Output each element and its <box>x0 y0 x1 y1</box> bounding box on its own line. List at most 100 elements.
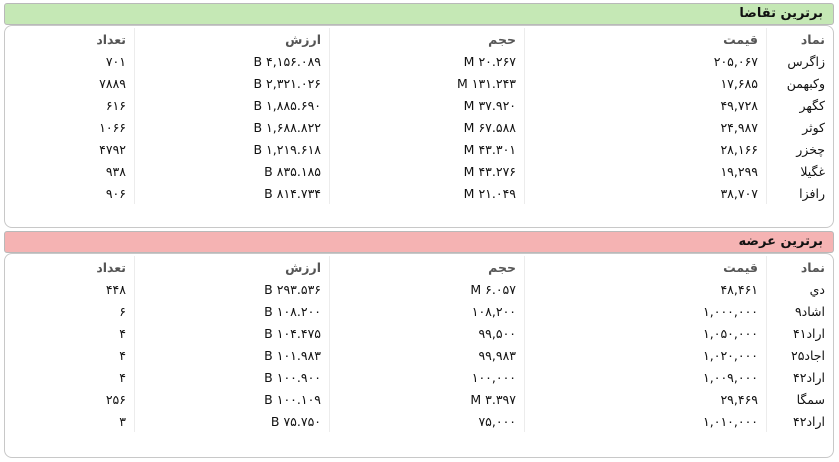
price-cell: ۴۸,۴۶۱ <box>524 278 767 300</box>
column-header-volume[interactable]: حجم <box>329 28 525 50</box>
price-cell: ۴۹,۷۲۸ <box>524 94 767 116</box>
top-demand-panel: نماد قيمت حجم ارزش تعداد زاگرس ۲۰۵,۰۶۷ ۲… <box>4 25 834 228</box>
value-cell: ۸۱۴.۷۳۴ B <box>134 182 330 204</box>
count-cell: ۶۱۶ <box>5 94 135 116</box>
value-cell: ۷۵.۷۵۰ B <box>134 410 330 432</box>
table-row[interactable]: غگيلا ۱۹,۲۹۹ ۴۳.۲۷۶ M ۸۳۵.۱۸۵ B ۹۳۸ <box>5 160 833 182</box>
volume-cell: ۱۰۰,۰۰۰ <box>329 366 525 388</box>
table-row[interactable]: چخزر ۲۸,۱۶۶ ۴۳.۳۰۱ M ۱,۲۱۹.۶۱۸ B ۴۷۹۲ <box>5 138 833 160</box>
symbol-cell[interactable]: كوثر <box>802 119 825 135</box>
table-row[interactable]: دي ۴۸,۴۶۱ ۶.۰۵۷ M ۲۹۳.۵۳۶ B ۴۴۸ <box>5 278 833 300</box>
value-cell: ۱,۲۱۹.۶۱۸ B <box>134 138 330 160</box>
symbol-cell[interactable]: زاگرس <box>787 53 825 69</box>
price-cell: ۱,۰۲۰,۰۰۰ <box>524 344 767 366</box>
column-header-price[interactable]: قيمت <box>524 28 767 50</box>
price-cell: ۱۹,۲۹۹ <box>524 160 767 182</box>
table-row[interactable]: اشاد۹ ۱,۰۰۰,۰۰۰ ۱۰۸,۲۰۰ ۱۰۸.۲۰۰ B ۶ <box>5 300 833 322</box>
value-cell: ۱۰۸.۲۰۰ B <box>134 300 330 322</box>
volume-cell: ۷۵,۰۰۰ <box>329 410 525 432</box>
count-cell: ۴ <box>5 322 135 344</box>
volume-cell: ۴۳.۲۷۶ M <box>329 160 525 182</box>
price-cell: ۲۴,۹۸۷ <box>524 116 767 138</box>
count-cell: ۶ <box>5 300 135 322</box>
column-header-symbol[interactable]: نماد <box>800 31 825 47</box>
column-header-symbol[interactable]: نماد <box>800 259 825 275</box>
count-cell: ۹۰۶ <box>5 182 135 204</box>
price-cell: ۲۰۵,۰۶۷ <box>524 50 767 72</box>
symbol-cell[interactable]: دي <box>809 281 825 297</box>
symbol-cell[interactable]: كگهر <box>799 97 825 113</box>
top-supply-section: برترين عرضه نماد قيمت حجم ارزش تعداد دي … <box>4 231 834 458</box>
volume-cell: ۳.۳۹۷ M <box>329 388 525 410</box>
volume-cell: ۹۹,۹۸۳ <box>329 344 525 366</box>
value-cell: ۸۳۵.۱۸۵ B <box>134 160 330 182</box>
top-supply-title: برترين عرضه <box>4 231 834 253</box>
symbol-cell[interactable]: اراد۴۲ <box>793 413 825 429</box>
volume-cell: ۲۰.۲۶۷ M <box>329 50 525 72</box>
table-row[interactable]: سمگا ۲۹,۴۶۹ ۳.۳۹۷ M ۱۰۰.۱۰۹ B ۲۵۶ <box>5 388 833 410</box>
volume-cell: ۶۷.۵۸۸ M <box>329 116 525 138</box>
volume-cell: ۱۳۱.۲۴۳ M <box>329 72 525 94</box>
top-demand-title: برترين تقاضا <box>4 3 834 25</box>
table-row[interactable]: رافزا ۳۸,۷۰۷ ۲۱.۰۴۹ M ۸۱۴.۷۳۴ B ۹۰۶ <box>5 182 833 204</box>
table-row[interactable]: زاگرس ۲۰۵,۰۶۷ ۲۰.۲۶۷ M ۴,۱۵۶.۰۸۹ B ۷۰۱ <box>5 50 833 72</box>
table-row[interactable]: اراد۴۲ ۱,۰۱۰,۰۰۰ ۷۵,۰۰۰ ۷۵.۷۵۰ B ۳ <box>5 410 833 432</box>
price-cell: ۳۸,۷۰۷ <box>524 182 767 204</box>
column-header-volume[interactable]: حجم <box>329 256 525 278</box>
column-header-value[interactable]: ارزش <box>134 256 330 278</box>
value-cell: ۱۰۱.۹۸۳ B <box>134 344 330 366</box>
table-row[interactable]: كوثر ۲۴,۹۸۷ ۶۷.۵۸۸ M ۱,۶۸۸.۸۲۲ B ۱۰۶۶ <box>5 116 833 138</box>
symbol-cell[interactable]: وكبهمن <box>786 75 825 91</box>
volume-cell: ۳۷.۹۲۰ M <box>329 94 525 116</box>
price-cell: ۱,۰۵۰,۰۰۰ <box>524 322 767 344</box>
table-row[interactable]: كگهر ۴۹,۷۲۸ ۳۷.۹۲۰ M ۱,۸۸۵.۶۹۰ B ۶۱۶ <box>5 94 833 116</box>
table-header-row: نماد قيمت حجم ارزش تعداد <box>5 28 833 50</box>
volume-cell: ۴۳.۳۰۱ M <box>329 138 525 160</box>
symbol-cell[interactable]: غگيلا <box>800 163 825 179</box>
count-cell: ۱۰۶۶ <box>5 116 135 138</box>
table-row[interactable]: اجاد۲۵ ۱,۰۲۰,۰۰۰ ۹۹,۹۸۳ ۱۰۱.۹۸۳ B ۴ <box>5 344 833 366</box>
value-cell: ۲۹۳.۵۳۶ B <box>134 278 330 300</box>
top-demand-section: برترين تقاضا نماد قيمت حجم ارزش تعداد زا… <box>4 3 834 228</box>
count-cell: ۹۳۸ <box>5 160 135 182</box>
value-cell: ۴,۱۵۶.۰۸۹ B <box>134 50 330 72</box>
symbol-cell[interactable]: سمگا <box>796 391 825 407</box>
count-cell: ۴ <box>5 366 135 388</box>
value-cell: ۱,۶۸۸.۸۲۲ B <box>134 116 330 138</box>
top-supply-panel: نماد قيمت حجم ارزش تعداد دي ۴۸,۴۶۱ ۶.۰۵۷… <box>4 253 834 458</box>
price-cell: ۲۸,۱۶۶ <box>524 138 767 160</box>
price-cell: ۱۷,۶۸۵ <box>524 72 767 94</box>
price-cell: ۲۹,۴۶۹ <box>524 388 767 410</box>
table-row[interactable]: اراد۴۱ ۱,۰۵۰,۰۰۰ ۹۹,۵۰۰ ۱۰۴.۴۷۵ B ۴ <box>5 322 833 344</box>
table-header-row: نماد قيمت حجم ارزش تعداد <box>5 256 833 278</box>
volume-cell: ۱۰۸,۲۰۰ <box>329 300 525 322</box>
count-cell: ۴۴۸ <box>5 278 135 300</box>
symbol-cell[interactable]: اشاد۹ <box>794 303 825 319</box>
table-row[interactable]: اراد۴۲ ۱,۰۰۹,۰۰۰ ۱۰۰,۰۰۰ ۱۰۰.۹۰۰ B ۴ <box>5 366 833 388</box>
count-cell: ۴۷۹۲ <box>5 138 135 160</box>
count-cell: ۳ <box>5 410 135 432</box>
count-cell: ۷۸۸۹ <box>5 72 135 94</box>
value-cell: ۱,۸۸۵.۶۹۰ B <box>134 94 330 116</box>
volume-cell: ۲۱.۰۴۹ M <box>329 182 525 204</box>
value-cell: ۱۰۴.۴۷۵ B <box>134 322 330 344</box>
price-cell: ۱,۰۱۰,۰۰۰ <box>524 410 767 432</box>
value-cell: ۱۰۰.۱۰۹ B <box>134 388 330 410</box>
symbol-cell[interactable]: چخزر <box>796 141 825 157</box>
column-header-price[interactable]: قيمت <box>524 256 767 278</box>
price-cell: ۱,۰۰۰,۰۰۰ <box>524 300 767 322</box>
column-header-count[interactable]: تعداد <box>5 28 135 50</box>
value-cell: ۱۰۰.۹۰۰ B <box>134 366 330 388</box>
column-header-count[interactable]: تعداد <box>5 256 135 278</box>
count-cell: ۴ <box>5 344 135 366</box>
symbol-cell[interactable]: اراد۴۲ <box>793 369 825 385</box>
volume-cell: ۹۹,۵۰۰ <box>329 322 525 344</box>
symbol-cell[interactable]: اراد۴۱ <box>793 325 825 341</box>
symbol-cell[interactable]: رافزا <box>799 185 825 201</box>
count-cell: ۲۵۶ <box>5 388 135 410</box>
symbol-cell[interactable]: اجاد۲۵ <box>790 347 825 363</box>
table-row[interactable]: وكبهمن ۱۷,۶۸۵ ۱۳۱.۲۴۳ M ۲,۳۲۱.۰۲۶ B ۷۸۸۹ <box>5 72 833 94</box>
volume-cell: ۶.۰۵۷ M <box>329 278 525 300</box>
column-header-value[interactable]: ارزش <box>134 28 330 50</box>
top-demand-table: نماد قيمت حجم ارزش تعداد زاگرس ۲۰۵,۰۶۷ ۲… <box>5 28 833 204</box>
